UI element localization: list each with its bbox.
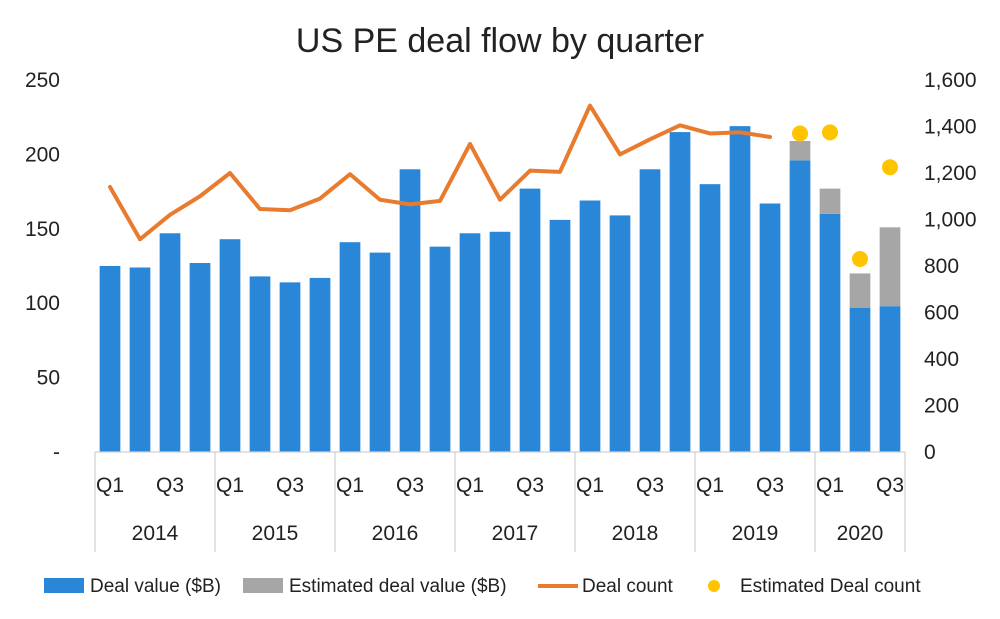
deal-value-bar bbox=[489, 231, 511, 452]
deal-value-bar bbox=[369, 252, 391, 452]
deal-value-bar bbox=[519, 188, 541, 452]
deal-value-bar bbox=[459, 233, 481, 452]
deal-value-bar bbox=[729, 126, 751, 453]
left-axis-tick-label: 250 bbox=[25, 69, 60, 92]
right-axis-tick-label: 600 bbox=[924, 302, 959, 325]
deal-value-bar bbox=[159, 233, 181, 452]
left-axis-tick-label: 200 bbox=[25, 143, 60, 166]
deal-value-bar bbox=[639, 169, 661, 452]
deal-value-bar bbox=[669, 132, 691, 452]
legend-label-deal-count: Deal count bbox=[582, 576, 674, 597]
estimated-deal-value-bar bbox=[849, 273, 871, 308]
estimated-deal-count-point bbox=[882, 159, 898, 176]
deal-count-line bbox=[108, 103, 772, 242]
year-label: 2019 bbox=[732, 522, 779, 545]
deal-value-bar bbox=[339, 242, 361, 452]
legend-swatch-deal-value bbox=[44, 578, 84, 593]
deal-value-bar bbox=[579, 200, 601, 452]
left-axis-tick-label: 100 bbox=[25, 292, 60, 315]
quarter-tick-label: Q1 bbox=[216, 474, 244, 497]
deal-value-bar bbox=[189, 263, 211, 452]
quarter-tick-label: Q1 bbox=[336, 474, 364, 497]
year-label: 2014 bbox=[132, 522, 179, 545]
year-label: 2020 bbox=[837, 522, 884, 545]
quarter-tick-label: Q3 bbox=[156, 474, 184, 497]
deal-value-bar bbox=[699, 184, 721, 452]
quarter-tick-label: Q3 bbox=[876, 474, 904, 497]
year-label: 2015 bbox=[252, 522, 299, 545]
deal-value-bar bbox=[309, 277, 331, 452]
year-label: 2017 bbox=[492, 522, 539, 545]
deal-value-bar bbox=[549, 219, 571, 452]
left-axis-tick-label: - bbox=[53, 441, 60, 464]
chart-title: US PE deal flow by quarter bbox=[296, 22, 704, 60]
quarter-tick-label: Q1 bbox=[96, 474, 124, 497]
quarter-tick-label: Q3 bbox=[636, 474, 664, 497]
legend-swatch-estimated-deal-count bbox=[708, 580, 720, 592]
deal-value-bar bbox=[789, 160, 811, 453]
deal-value-bar bbox=[609, 215, 631, 452]
deal-value-bar bbox=[879, 306, 901, 452]
estimated-deal-value-bar bbox=[789, 141, 811, 161]
deal-value-bar bbox=[219, 239, 241, 452]
deal-value-bar bbox=[99, 266, 121, 452]
right-axis-tick-label: 400 bbox=[924, 348, 959, 371]
legend: Deal value ($B) Estimated deal value ($B)… bbox=[44, 576, 921, 597]
left-axis-tick-label: 150 bbox=[25, 218, 60, 241]
legend-label-estimated-deal-count: Estimated Deal count bbox=[740, 576, 921, 597]
estimated-deal-count-point bbox=[852, 251, 868, 268]
right-axis-tick-label: 0 bbox=[924, 441, 936, 464]
legend-swatch-estimated-deal-value bbox=[243, 578, 283, 593]
estimated-deal-count-point bbox=[822, 124, 838, 141]
deal-value-bar bbox=[129, 267, 151, 452]
left-axis-tick-label: 50 bbox=[37, 367, 60, 390]
quarter-tick-label: Q3 bbox=[396, 474, 424, 497]
year-label: 2016 bbox=[372, 522, 419, 545]
deal-value-bar bbox=[279, 282, 301, 452]
right-axis-tick-label: 1,000 bbox=[924, 209, 977, 232]
deal-value-bar bbox=[849, 307, 871, 452]
estimated-deal-value-bar bbox=[879, 227, 901, 307]
quarter-tick-label: Q3 bbox=[756, 474, 784, 497]
quarter-tick-label: Q1 bbox=[816, 474, 844, 497]
deal-value-bar bbox=[759, 203, 781, 452]
right-axis-tick-label: 800 bbox=[924, 255, 959, 278]
deal-value-bar bbox=[819, 213, 841, 452]
year-label: 2018 bbox=[612, 522, 659, 545]
quarter-tick-label: Q1 bbox=[696, 474, 724, 497]
bar-layer bbox=[99, 126, 901, 453]
point-layer bbox=[792, 124, 898, 268]
estimated-deal-count-point bbox=[792, 125, 808, 142]
quarter-tick-label: Q1 bbox=[456, 474, 484, 497]
right-axis-tick-label: 1,200 bbox=[924, 162, 977, 185]
quarter-tick-label: Q1 bbox=[576, 474, 604, 497]
right-axis-tick-label: 1,600 bbox=[924, 69, 977, 92]
axes-layer: - 50 100 150 200 250 0 200 400 600 800 1,000 1,200 1,… bbox=[25, 69, 977, 552]
line-layer bbox=[108, 103, 772, 242]
quarter-tick-label: Q3 bbox=[276, 474, 304, 497]
deal-value-bar bbox=[249, 276, 271, 452]
right-axis-tick-label: 200 bbox=[924, 395, 959, 418]
quarter-tick-label: Q3 bbox=[516, 474, 544, 497]
deal-value-bar bbox=[399, 169, 421, 452]
estimated-deal-value-bar bbox=[819, 188, 841, 214]
legend-label-estimated-deal-value: Estimated deal value ($B) bbox=[289, 576, 507, 597]
right-axis-tick-label: 1,400 bbox=[924, 116, 977, 139]
legend-label-deal-value: Deal value ($B) bbox=[90, 576, 221, 597]
deal-value-bar bbox=[429, 246, 451, 452]
